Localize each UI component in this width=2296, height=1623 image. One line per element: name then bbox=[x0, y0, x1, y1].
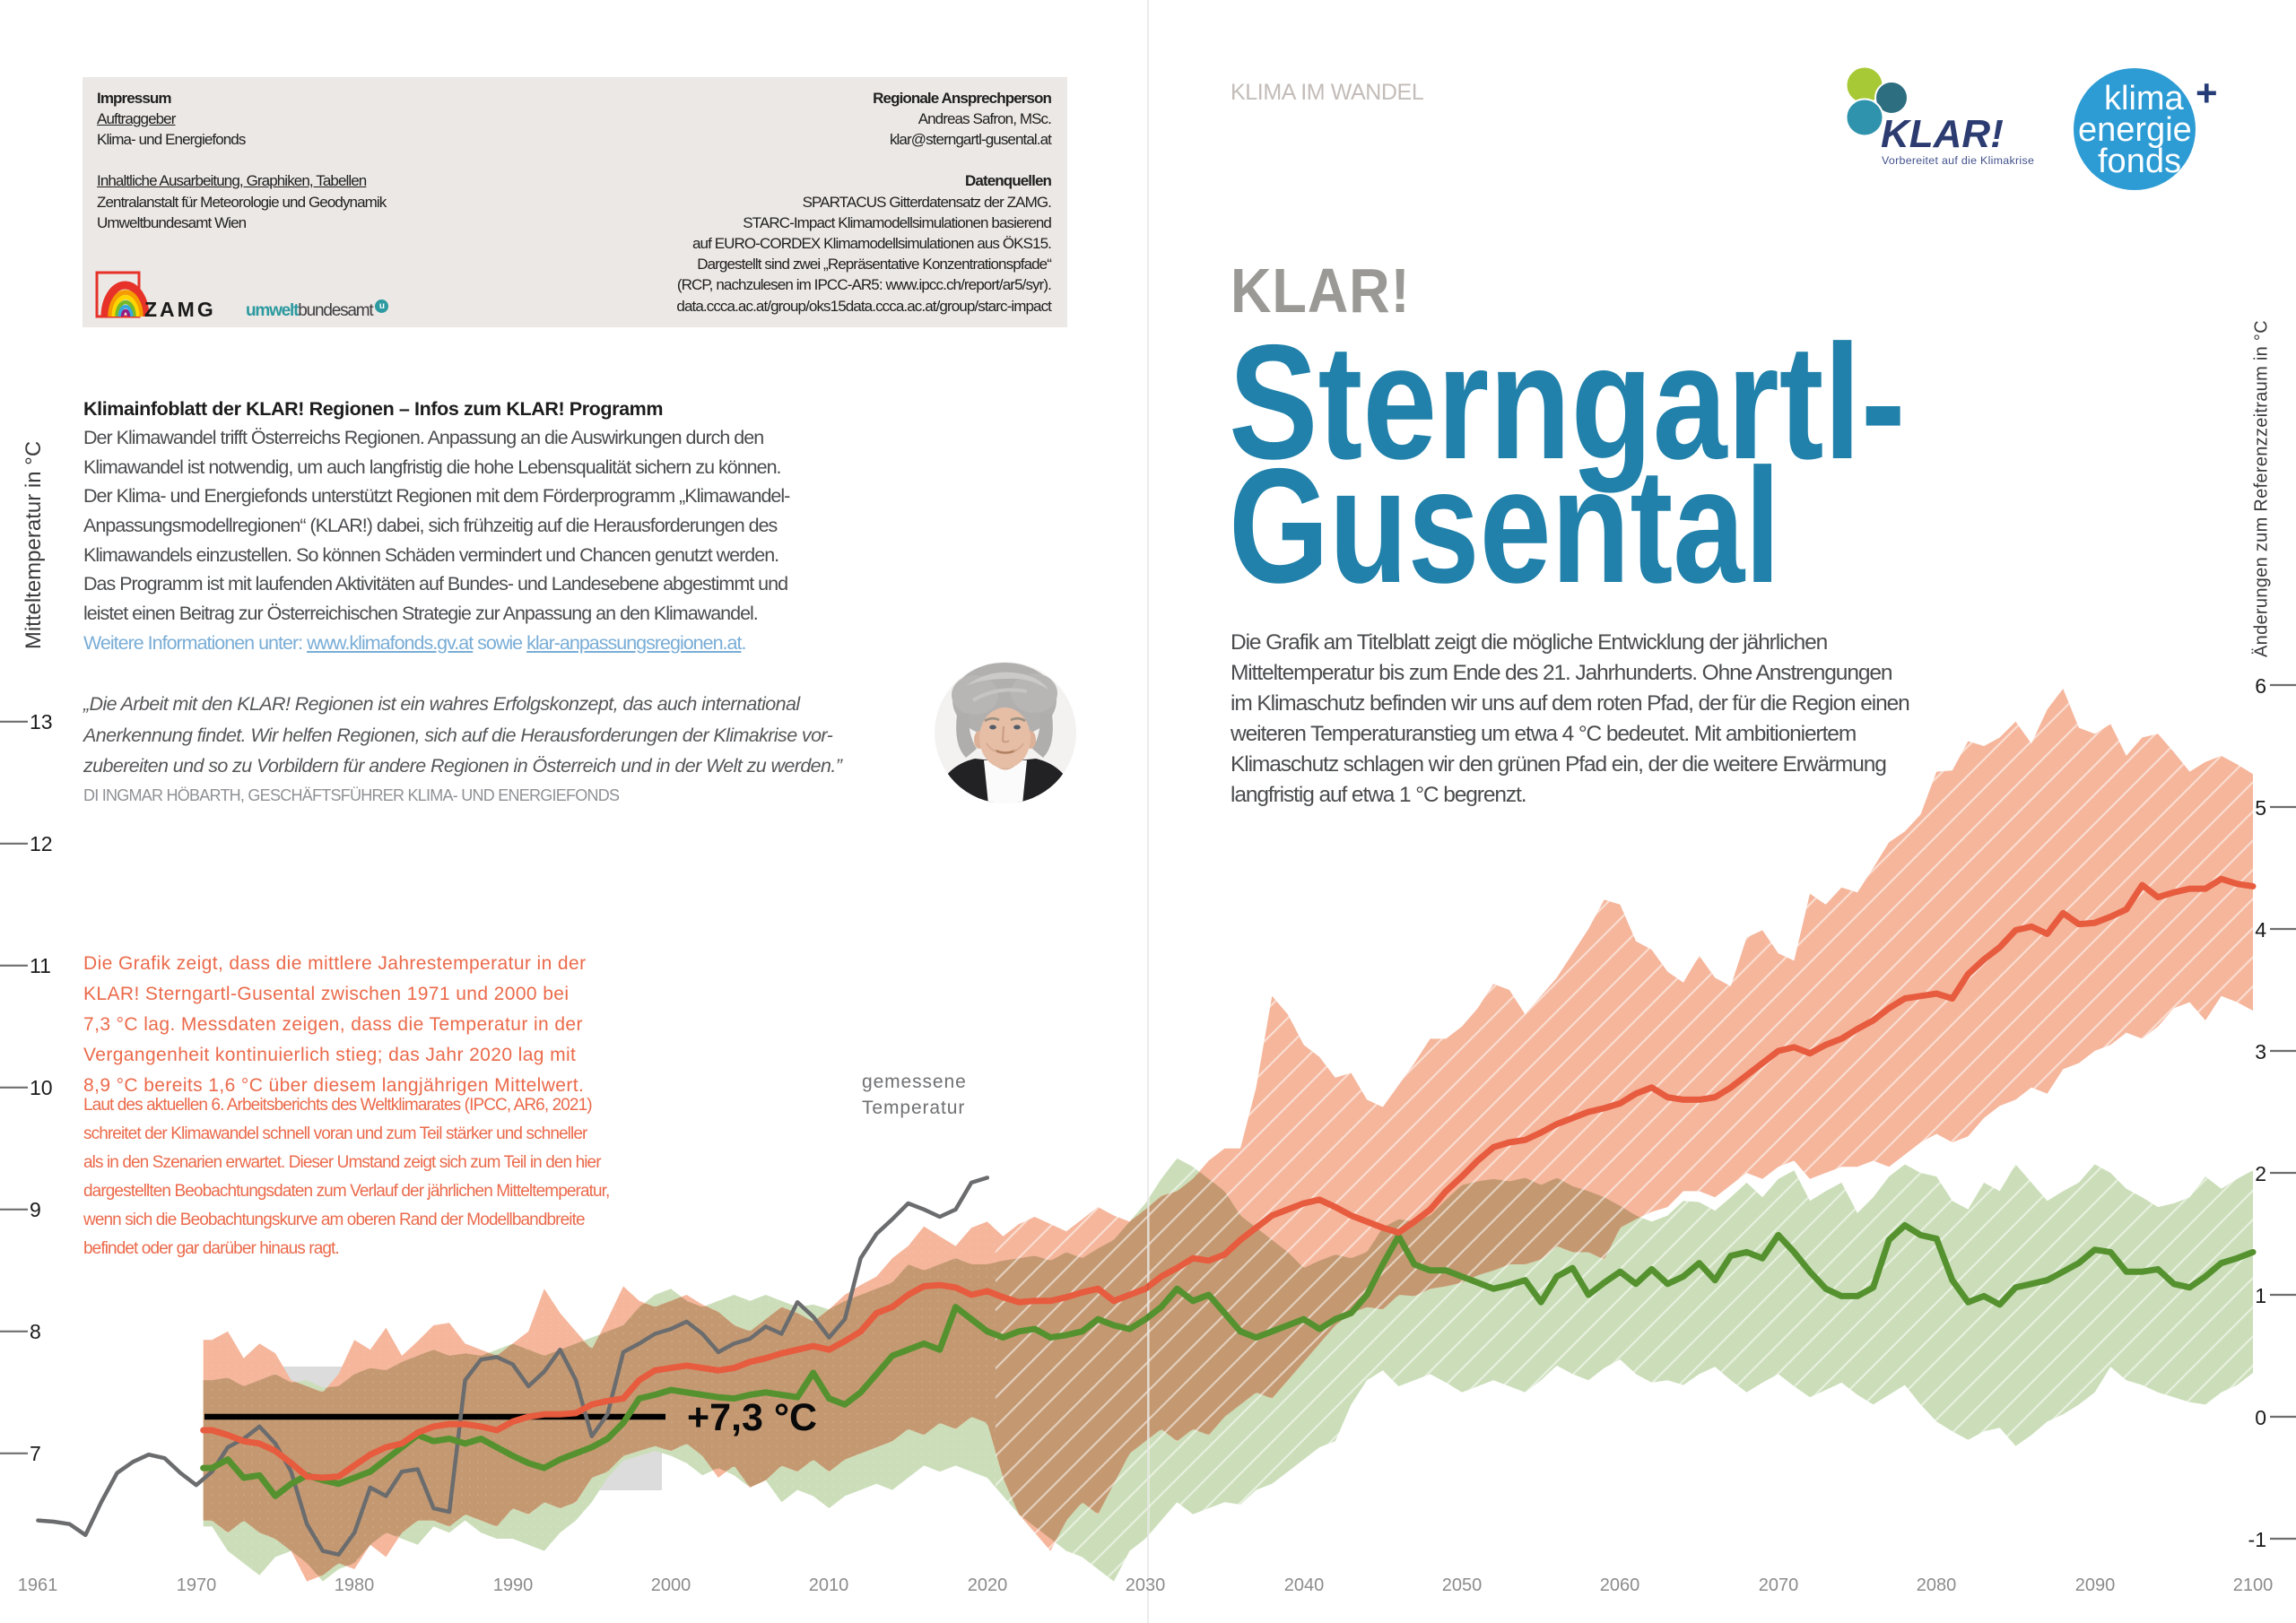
svg-text:energie: energie bbox=[2078, 111, 2192, 149]
svg-text:ZAMG: ZAMG bbox=[144, 298, 216, 321]
svg-text:fonds: fonds bbox=[2098, 143, 2181, 180]
svg-text:+: + bbox=[2196, 72, 2218, 114]
svg-text:klima: klima bbox=[2104, 80, 2185, 117]
svg-text:Vorbereitet auf die Klimakrise: Vorbereitet auf die Klimakrise bbox=[1882, 154, 2034, 167]
svg-text:KLAR!: KLAR! bbox=[1881, 112, 2004, 156]
